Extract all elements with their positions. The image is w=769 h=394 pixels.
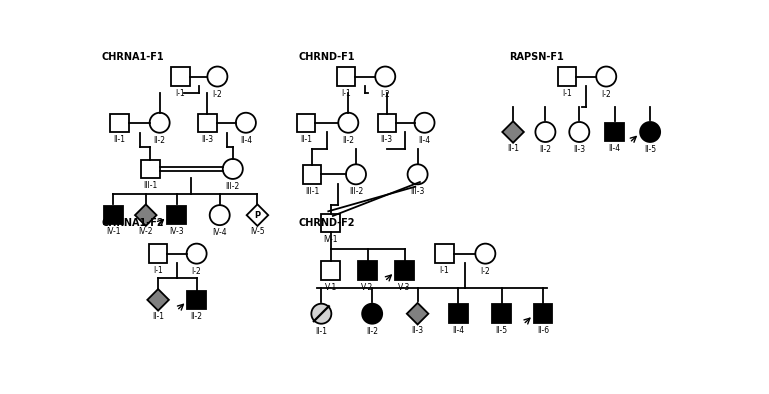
Bar [198,113,217,132]
Text: II-1: II-1 [507,144,519,153]
Bar [297,113,315,132]
Polygon shape [407,303,428,325]
Circle shape [223,159,243,179]
Text: III-1: III-1 [305,187,319,196]
Bar [435,244,454,263]
Text: II-5: II-5 [644,145,656,154]
Text: III-1: III-1 [143,181,158,190]
Text: CHRNA1-F2: CHRNA1-F2 [102,218,165,228]
Text: I-1: I-1 [341,89,351,98]
Circle shape [236,113,256,133]
Text: I-1: I-1 [440,266,449,275]
Text: II-6: II-6 [537,326,549,335]
Text: CHRND-F1: CHRND-F1 [298,52,355,62]
Text: II-2: II-2 [342,136,355,145]
Text: I-1: I-1 [175,89,185,98]
Text: IV-2: IV-2 [138,227,153,236]
Text: II-2: II-2 [154,136,165,145]
Bar [321,214,340,232]
Text: II-1: II-1 [315,327,328,336]
Text: II-1: II-1 [114,135,125,144]
Text: V-3: V-3 [398,283,411,292]
Polygon shape [247,204,268,226]
Text: II-3: II-3 [411,326,424,335]
Bar [149,244,168,263]
Text: II-3: II-3 [201,135,214,144]
Text: II-4: II-4 [608,144,621,153]
Bar [188,291,206,309]
Text: I-2: I-2 [601,89,611,98]
Bar [141,160,160,178]
Bar [105,206,123,224]
Circle shape [338,113,358,133]
Text: I-2: I-2 [191,267,201,276]
Bar [605,123,624,141]
Circle shape [187,243,207,264]
Bar [449,305,468,323]
Text: II-1: II-1 [152,312,164,321]
Circle shape [346,164,366,184]
Text: II-1: II-1 [300,135,312,144]
Text: II-2: II-2 [366,327,378,336]
Text: IV-1: IV-1 [323,235,338,244]
Text: II-4: II-4 [240,136,252,145]
Bar [303,165,321,184]
Text: IV-5: IV-5 [250,227,265,236]
Text: III-2: III-2 [225,182,240,191]
Bar [395,261,414,280]
Text: IV-1: IV-1 [106,227,121,236]
Text: II-4: II-4 [418,136,431,145]
Text: II-3: II-3 [381,135,393,144]
Circle shape [535,122,555,142]
Circle shape [596,67,616,87]
Circle shape [362,304,382,324]
Bar [358,261,377,280]
Text: I-1: I-1 [562,89,572,98]
Bar [378,113,396,132]
Text: III-3: III-3 [411,188,424,197]
Bar [337,67,355,86]
Text: CHRND-F2: CHRND-F2 [298,218,355,228]
Bar [558,67,576,86]
Text: P: P [255,211,261,219]
Bar [111,113,129,132]
Circle shape [150,113,170,133]
Circle shape [208,67,228,87]
Polygon shape [502,121,524,143]
Text: II-4: II-4 [452,326,464,335]
Circle shape [210,205,230,225]
Text: II-5: II-5 [495,326,508,335]
Polygon shape [135,204,157,226]
Text: V-2: V-2 [361,283,374,292]
Text: I-2: I-2 [212,89,222,98]
Text: I-1: I-1 [153,266,163,275]
Text: III-2: III-2 [349,188,363,197]
Bar [534,305,552,323]
Bar [171,67,190,86]
Circle shape [408,164,428,184]
Text: IV-4: IV-4 [212,228,227,237]
Bar [321,261,340,280]
Circle shape [569,122,589,142]
Text: II-2: II-2 [191,312,202,321]
Text: V-1: V-1 [325,283,337,292]
Bar [492,305,511,323]
Text: I-2: I-2 [481,267,490,276]
Text: II-2: II-2 [539,145,551,154]
Text: IV-3: IV-3 [169,227,184,236]
Text: I-2: I-2 [381,89,390,98]
Polygon shape [148,289,169,310]
Text: CHRNA1-F1: CHRNA1-F1 [102,52,165,62]
Circle shape [414,113,434,133]
Text: RAPSN-F1: RAPSN-F1 [509,52,564,62]
Text: II-3: II-3 [573,145,585,154]
Circle shape [311,304,331,324]
Circle shape [375,67,395,87]
Bar [168,206,186,224]
Circle shape [640,122,660,142]
Circle shape [475,243,495,264]
